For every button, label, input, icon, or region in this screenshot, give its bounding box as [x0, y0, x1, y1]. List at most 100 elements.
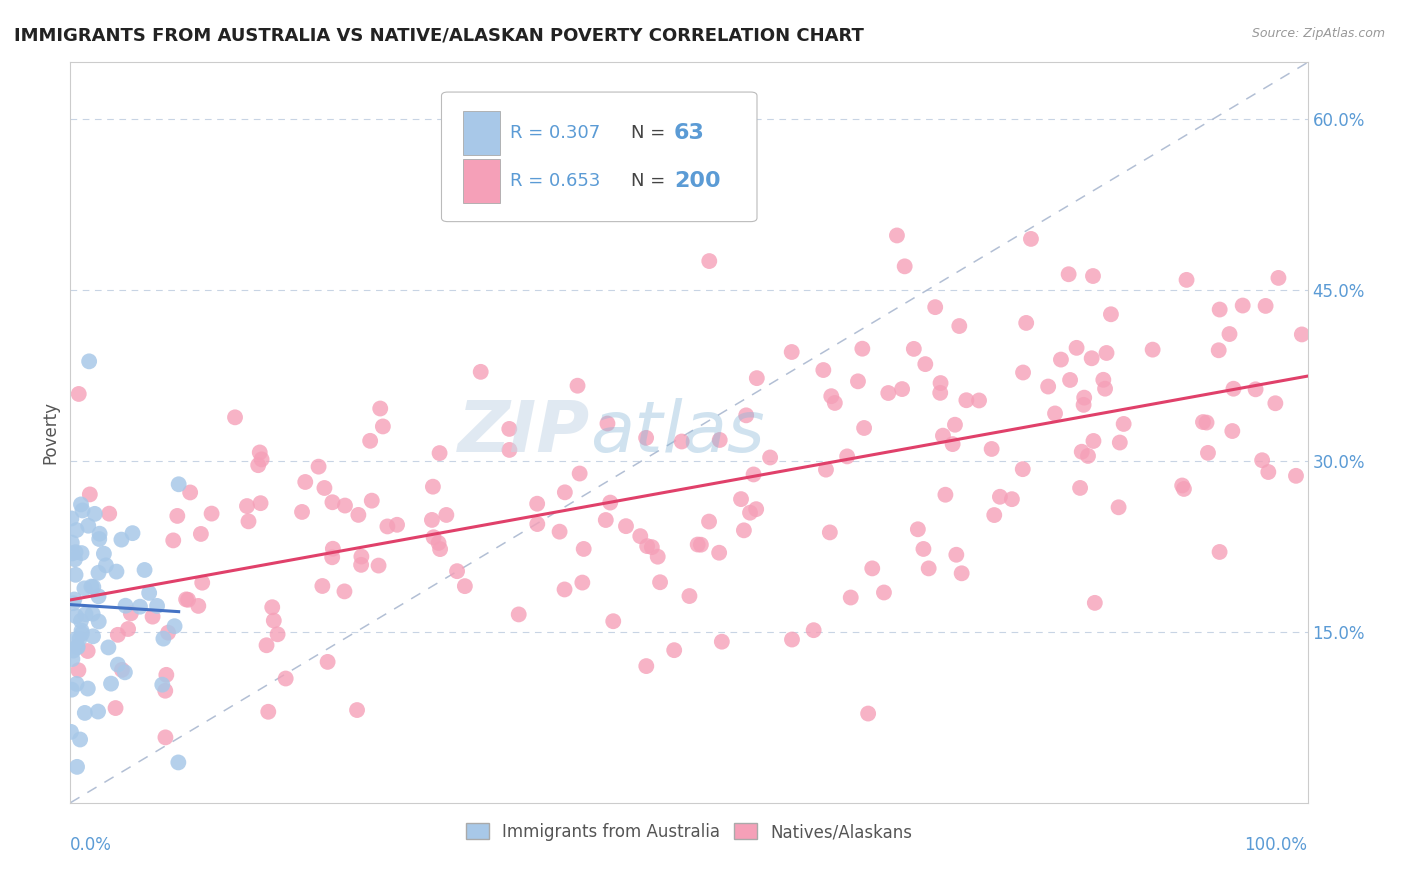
Point: [948, 319, 970, 334]
Point: [912, 541, 935, 556]
Point: [263, 614, 285, 628]
Point: [150, 678, 173, 692]
Point: [66, 760, 89, 774]
Point: [1264, 396, 1286, 410]
Point: [75, 607, 97, 622]
Point: [167, 477, 190, 491]
Point: [709, 433, 731, 447]
Point: [572, 541, 595, 556]
Point: [837, 450, 859, 464]
Point: [104, 701, 127, 715]
Point: [934, 488, 956, 502]
Point: [943, 417, 966, 432]
Point: [111, 663, 134, 677]
Point: [333, 499, 356, 513]
Point: [256, 638, 278, 652]
Point: [1011, 462, 1033, 476]
Point: [67, 387, 90, 401]
Point: [65, 632, 87, 646]
Point: [803, 623, 825, 637]
Point: [893, 260, 915, 274]
Point: [818, 525, 841, 540]
Point: [434, 508, 457, 522]
Point: [427, 536, 450, 550]
Point: [1171, 478, 1194, 492]
Point: [1036, 379, 1059, 393]
Point: [697, 254, 720, 268]
Point: [1069, 481, 1091, 495]
Point: [60, 535, 83, 549]
Point: [710, 634, 733, 648]
Point: [347, 508, 370, 522]
Point: [70, 546, 93, 560]
Point: [602, 614, 624, 628]
Point: [157, 625, 180, 640]
Point: [250, 452, 273, 467]
Point: [155, 668, 177, 682]
Text: N =: N =: [631, 172, 665, 190]
Point: [886, 228, 908, 243]
Point: [314, 481, 336, 495]
Point: [1099, 307, 1122, 321]
Point: [498, 422, 520, 436]
Point: [65, 523, 87, 537]
Point: [65, 567, 87, 582]
Text: N =: N =: [631, 124, 665, 142]
Text: 63: 63: [673, 123, 704, 143]
Point: [1080, 351, 1102, 366]
Point: [1220, 424, 1243, 438]
Point: [1108, 435, 1130, 450]
Point: [1070, 444, 1092, 458]
Point: [856, 706, 879, 721]
Point: [66, 640, 89, 654]
Text: 0.0%: 0.0%: [70, 836, 112, 855]
Y-axis label: Poverty: Poverty: [41, 401, 59, 464]
Point: [1095, 346, 1118, 360]
Point: [891, 382, 914, 396]
Point: [138, 586, 160, 600]
Point: [1254, 299, 1277, 313]
Point: [470, 365, 492, 379]
Point: [187, 599, 209, 613]
Point: [738, 506, 761, 520]
Point: [907, 522, 929, 536]
Point: [385, 517, 408, 532]
Point: [73, 582, 96, 596]
Point: [813, 363, 835, 377]
Point: [955, 393, 977, 408]
Text: ZIP: ZIP: [458, 398, 591, 467]
Point: [1222, 382, 1244, 396]
Point: [929, 376, 952, 390]
Point: [294, 475, 316, 489]
Point: [87, 590, 110, 604]
Point: [1195, 416, 1218, 430]
Point: [350, 549, 373, 564]
Point: [59, 725, 82, 739]
Point: [105, 565, 128, 579]
FancyBboxPatch shape: [441, 92, 756, 221]
FancyBboxPatch shape: [463, 159, 499, 203]
Point: [1050, 352, 1073, 367]
Point: [82, 607, 104, 621]
Point: [1092, 373, 1115, 387]
Point: [107, 657, 129, 672]
Point: [636, 539, 658, 553]
Point: [1043, 407, 1066, 421]
Point: [853, 421, 876, 435]
Point: [121, 526, 143, 541]
Point: [1081, 268, 1104, 283]
Point: [87, 705, 110, 719]
Point: [1015, 316, 1038, 330]
Text: 100.0%: 100.0%: [1244, 836, 1308, 855]
Point: [249, 496, 271, 510]
Point: [80, 580, 103, 594]
Point: [1244, 382, 1267, 396]
Point: [1208, 302, 1230, 317]
Point: [94, 558, 117, 573]
Point: [873, 585, 896, 599]
Point: [359, 434, 381, 448]
Point: [1173, 482, 1195, 496]
Point: [641, 540, 664, 554]
Point: [346, 703, 368, 717]
Point: [163, 619, 186, 633]
